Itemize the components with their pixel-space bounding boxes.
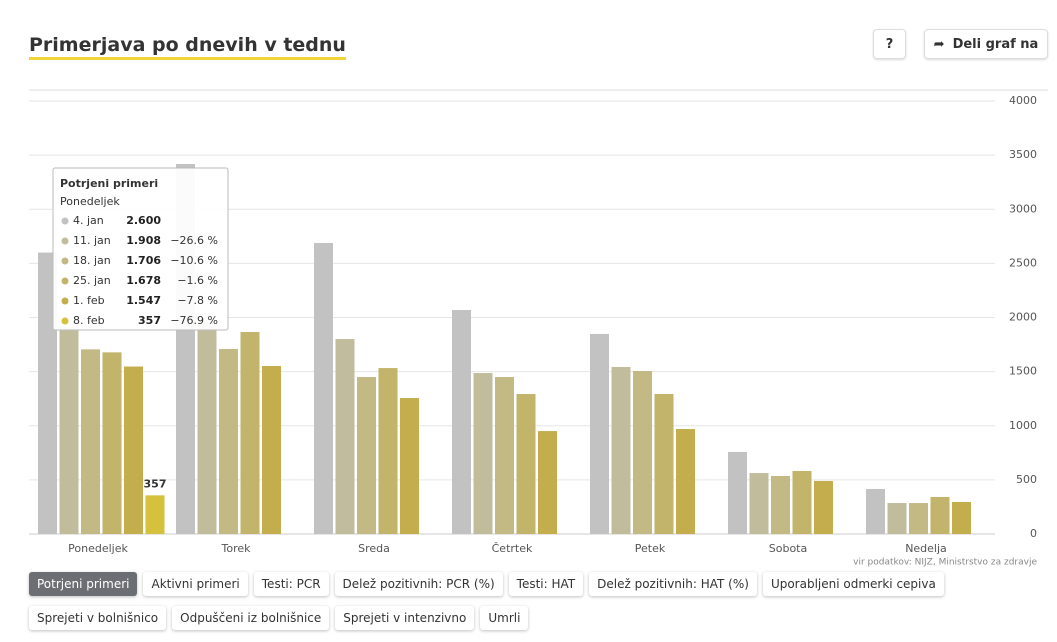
tooltip-box (52, 167, 229, 331)
tooltip-value: 357 (138, 314, 161, 327)
tooltip-value: 1.678 (126, 274, 161, 287)
help-button[interactable]: ? (873, 29, 906, 59)
bar (357, 377, 376, 534)
tab[interactable]: Sprejeti v bolnišnico (29, 606, 167, 630)
bar (262, 365, 281, 534)
tooltip-series: 1. feb (73, 294, 105, 307)
tooltip-series: 4. jan (73, 214, 104, 227)
tooltip-dot (61, 277, 69, 285)
bar (124, 366, 143, 534)
bar (633, 370, 652, 534)
tooltip-value: 2.600 (126, 214, 161, 227)
y-tick-label: 4000 (1009, 94, 1037, 107)
bar (930, 496, 950, 534)
tooltip-dot (61, 257, 69, 265)
tab[interactable]: Testi: HAT (508, 572, 584, 596)
bar (792, 470, 812, 534)
y-tick-label: 3500 (1009, 148, 1037, 161)
bar (538, 431, 557, 534)
bar (102, 352, 122, 534)
tooltip-series: 8. feb (73, 314, 105, 327)
tab-bar: Potrjeni primeri Aktivni primeri Testi: PC… (29, 572, 1009, 630)
tooltip: Potrjeni primeri Ponedeljek 4. jan 2.600 11.… (52, 167, 229, 331)
bar (654, 394, 674, 534)
bar (59, 327, 79, 534)
bar (952, 501, 971, 534)
bar (473, 373, 493, 534)
bar (866, 488, 885, 534)
tab[interactable]: Sprejeti v intenzivno (335, 606, 475, 630)
bar (771, 475, 790, 534)
bar (335, 339, 355, 534)
bar (814, 480, 833, 534)
y-tick-label: 2500 (1009, 256, 1037, 269)
data-label: 357 (144, 477, 167, 490)
bar (378, 368, 398, 534)
tooltip-change: −26.6 % (170, 234, 218, 247)
bar (145, 495, 165, 534)
tooltip-dot (61, 237, 69, 245)
y-tick-label: 1000 (1009, 419, 1037, 432)
tooltip-category: Ponedeljek (60, 195, 120, 208)
tab[interactable]: Potrjeni primeri (29, 572, 138, 596)
tooltip-series: 25. jan (73, 274, 111, 287)
bar (197, 322, 217, 534)
tooltip-series: 11. jan (73, 234, 111, 247)
bar (611, 366, 631, 534)
share-icon: ➦ (933, 36, 945, 52)
y-tick-label: 500 (1016, 473, 1037, 486)
x-tick-label: Petek (635, 542, 666, 555)
tab[interactable]: Testi: PCR (253, 572, 329, 596)
y-tick-label: 0 (1030, 527, 1037, 540)
tooltip-dot (61, 297, 69, 305)
tooltip-dot (61, 317, 69, 325)
tab[interactable]: Umrli (480, 606, 529, 630)
tab[interactable]: Uporabljeni odmerki cepiva (762, 572, 944, 596)
x-tick-label: Četrtek (492, 542, 533, 555)
tooltip-value: 1.547 (126, 294, 161, 307)
bar (516, 394, 536, 534)
tooltip-value: 1.706 (126, 254, 161, 267)
bar (909, 503, 928, 534)
bar (728, 451, 747, 534)
tooltip-title: Potrjeni primeri (60, 177, 158, 190)
tooltip-change: −10.6 % (170, 254, 218, 267)
y-tick-label: 3000 (1009, 202, 1037, 215)
x-tick-label: Nedelja (905, 542, 947, 555)
y-tick-label: 1500 (1009, 365, 1037, 378)
tooltip-series: 18. jan (73, 254, 111, 267)
bar (314, 243, 333, 535)
bar (38, 252, 57, 535)
x-tick-label: Sobota (769, 542, 807, 555)
tooltip-value: 1.908 (126, 234, 161, 247)
tab[interactable]: Odpuščeni iz bolnišnice (172, 606, 330, 630)
bar (590, 333, 609, 534)
bar (219, 349, 238, 534)
source: vir podatkov: NIJZ, Ministrstvo za zdrav… (853, 558, 1037, 568)
share-label: Deli graf na (952, 36, 1039, 52)
bar (452, 310, 471, 534)
tab[interactable]: Delež pozitivnih: PCR (%) (334, 572, 503, 596)
bar (240, 332, 260, 534)
chart: 0 500 1000 1500 2000 2500 3000 3500 4000 Ponedelj… (29, 89, 1048, 568)
x-tick-label: Sreda (358, 542, 390, 555)
bar (400, 398, 419, 534)
tab[interactable]: Aktivni primeri (143, 572, 248, 596)
bar (81, 349, 100, 534)
tooltip-change: −7.8 % (177, 294, 218, 307)
x-tick-label: Torek (221, 542, 252, 555)
tooltip-change: −1.6 % (177, 274, 218, 287)
share-button[interactable]: ➦ Deli graf na (924, 29, 1048, 59)
bar (676, 428, 695, 534)
bar (495, 377, 514, 534)
bar (887, 503, 907, 534)
x-tick-label: Ponedeljek (68, 542, 128, 555)
title: Primerjava po dnevih v tednu (29, 33, 346, 60)
y-tick-label: 2000 (1009, 311, 1037, 324)
tooltip-change: −76.9 % (170, 314, 218, 327)
tab[interactable]: Delež pozitivnih: HAT (%) (589, 572, 757, 596)
tooltip-dot (61, 217, 69, 225)
bar (749, 473, 769, 534)
